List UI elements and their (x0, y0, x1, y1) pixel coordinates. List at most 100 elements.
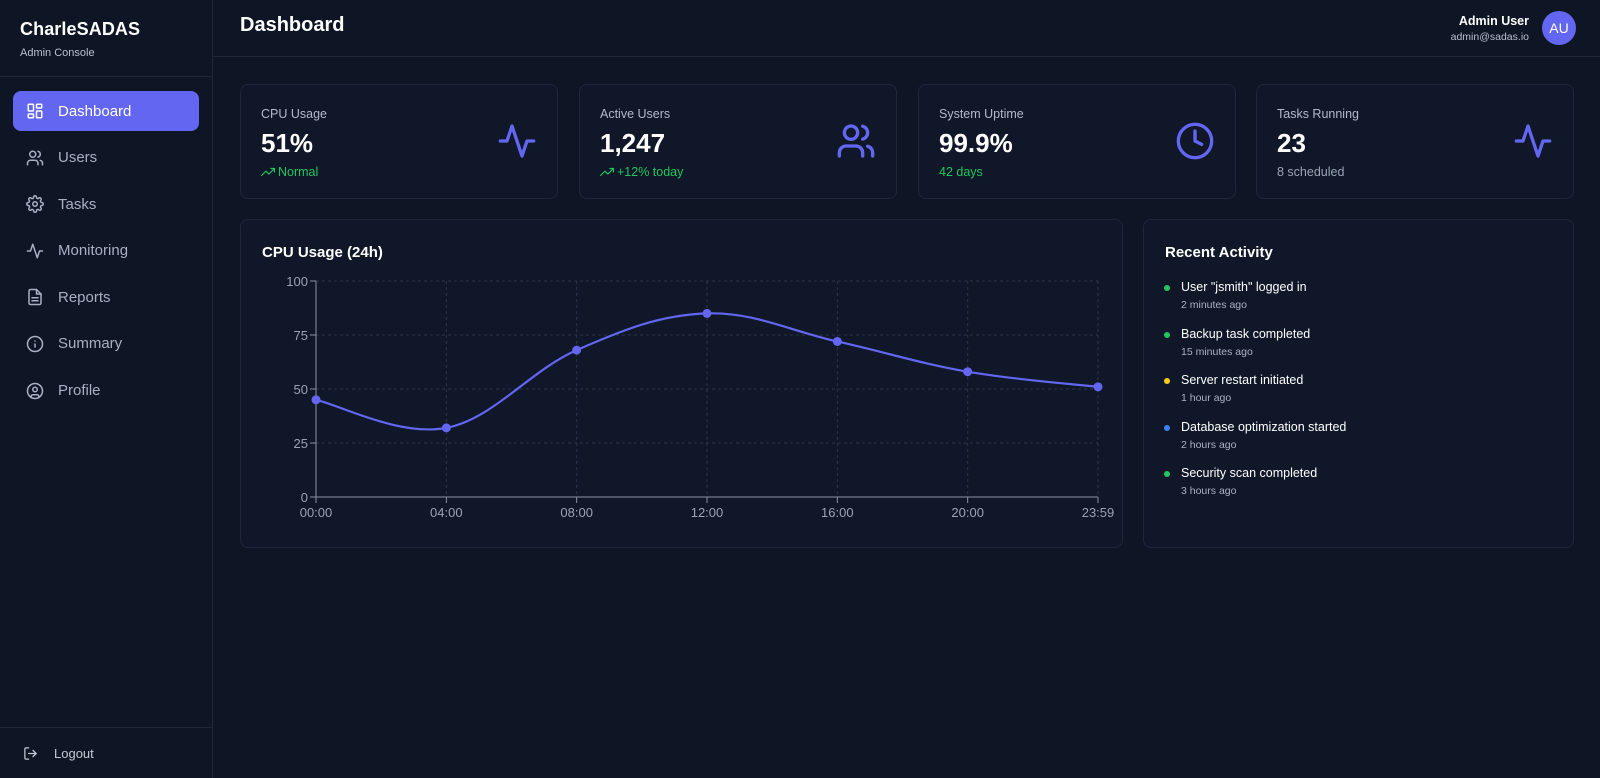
stat-label: System Uptime (939, 107, 1024, 121)
user-menu[interactable]: Admin User admin@sadas.io AU (1451, 11, 1576, 45)
document-icon (26, 288, 44, 306)
trending-up-icon (261, 165, 275, 179)
data-point (572, 345, 582, 355)
data-point (1093, 382, 1103, 392)
data-point (311, 395, 321, 405)
gear-icon (26, 195, 44, 214)
sidebar-item-label: Dashboard (58, 102, 132, 120)
users-icon (26, 149, 44, 167)
status-dot (1164, 378, 1170, 385)
sidebar: CharleSADAS Admin Console Dashboard User… (0, 0, 213, 778)
activity-text: Server restart initiated (1181, 373, 1304, 388)
activity-time: 2 hours ago (1181, 438, 1237, 451)
y-tick-label: 25 (294, 436, 308, 451)
info-icon (26, 335, 44, 353)
clock-icon (1175, 121, 1215, 161)
user-info: Admin User admin@sadas.io (1451, 14, 1529, 43)
list-item: Database optimization started 2 hours ag… (1164, 420, 1346, 467)
user-name: Admin User (1458, 13, 1529, 28)
cpu-usage-chart-card: CPU Usage (24h) 0 25 50 75 100 00:00 04:00 08:0… (240, 219, 1123, 548)
x-tick-label: 16:00 (821, 505, 854, 520)
chart-title: CPU Usage (24h) (262, 244, 383, 261)
status-dot (1164, 471, 1170, 478)
user-email: admin@sadas.io (1450, 30, 1529, 43)
sidebar-nav: Dashboard Users Tasks Monitoring Reports (0, 77, 212, 411)
list-item: Security scan completed 3 hours ago (1164, 466, 1346, 513)
stat-card-tasks-running: Tasks Running 23 8 scheduled (1256, 84, 1574, 199)
activity-text: Security scan completed (1181, 466, 1318, 481)
status-dot (1164, 331, 1170, 338)
data-point (832, 336, 842, 346)
logout-label: Logout (54, 745, 94, 761)
cpu-usage-line-chart: 0 25 50 75 100 00:00 04:00 08:00 12:00 16:00 20:00… (286, 274, 1115, 520)
sidebar-item-label: Summary (58, 335, 123, 353)
sidebar-item-reports[interactable]: Reports (13, 277, 199, 317)
activity-time: 1 hour ago (1181, 392, 1232, 405)
data-point (702, 308, 712, 318)
activity-text: Backup task completed (1181, 326, 1311, 341)
brand-title: CharleSADAS (20, 19, 141, 39)
activity-title: Recent Activity (1165, 244, 1273, 261)
stat-sub-text: +12% today (617, 165, 684, 179)
sidebar-item-users[interactable]: Users (13, 138, 199, 178)
header: Dashboard Admin User admin@sadas.io AU (213, 0, 1600, 57)
status-dot (1164, 285, 1170, 291)
sidebar-item-dashboard[interactable]: Dashboard (13, 91, 199, 131)
stat-subtext: 42 days (939, 165, 983, 179)
users-icon (836, 121, 876, 161)
sidebar-item-tasks[interactable]: Tasks (13, 184, 199, 224)
x-tick-label: 12:00 (691, 505, 724, 520)
sidebar-item-label: Reports (58, 288, 111, 306)
logout-icon (23, 746, 38, 761)
y-tick-label: 100 (286, 274, 308, 289)
stat-sub-text: Normal (278, 165, 319, 179)
x-tick-label: 08:00 (560, 505, 593, 520)
data-point (441, 423, 451, 433)
stat-value: 51% (261, 128, 314, 158)
list-item: User "jsmith" logged in 2 minutes ago (1164, 280, 1346, 327)
sidebar-item-label: Profile (58, 382, 101, 400)
list-item: Server restart initiated 1 hour ago (1164, 373, 1346, 420)
sidebar-item-label: Monitoring (58, 242, 129, 260)
stat-sub-text: 42 days (939, 165, 983, 179)
status-dot (1164, 424, 1170, 431)
y-tick-label: 0 (301, 490, 308, 505)
data-point (963, 367, 973, 377)
activity-icon (1513, 121, 1553, 161)
sidebar-item-label: Users (58, 149, 98, 167)
stat-subtext: Normal (261, 165, 318, 179)
x-tick-label: 23:59 (1082, 505, 1115, 520)
stat-card-system-uptime: System Uptime 99.9% 42 days (918, 84, 1236, 199)
list-item: Backup task completed 15 minutes ago (1164, 327, 1346, 374)
brand-subtitle: Admin Console (20, 47, 95, 59)
stat-value: 99.9% (939, 128, 1013, 158)
activity-list: User "jsmith" logged in 2 minutes ago Ba… (1164, 280, 1346, 513)
trending-up-icon (600, 165, 614, 179)
y-tick-label: 50 (294, 382, 308, 397)
stat-card-cpu: CPU Usage 51% Normal (240, 84, 558, 199)
y-tick-label: 75 (294, 328, 308, 343)
sidebar-item-profile[interactable]: Profile (13, 371, 199, 411)
activity-icon (497, 121, 537, 161)
brand: CharleSADAS Admin Console (0, 0, 212, 77)
stat-value: 23 (1277, 128, 1306, 158)
stat-label: CPU Usage (261, 107, 327, 121)
activity-icon (26, 242, 44, 260)
sidebar-item-monitoring[interactable]: Monitoring (13, 231, 199, 271)
x-tick-label: 00:00 (300, 505, 333, 520)
page-title: Dashboard (240, 14, 345, 36)
sidebar-item-summary[interactable]: Summary (13, 324, 199, 364)
x-tick-label: 04:00 (430, 505, 463, 520)
stat-label: Tasks Running (1277, 107, 1359, 121)
x-tick-label: 20:00 (951, 505, 984, 520)
sidebar-item-label: Tasks (58, 195, 97, 213)
user-circle-icon (26, 382, 44, 400)
activity-time: 3 hours ago (1181, 485, 1237, 498)
activity-text: Database optimization started (1181, 419, 1347, 434)
activity-text: User "jsmith" logged in (1181, 280, 1307, 294)
logout-button[interactable]: Logout (0, 727, 212, 778)
stat-sub-text: 8 scheduled (1277, 165, 1345, 179)
activity-time: 15 minutes ago (1181, 345, 1253, 358)
stat-value: 1,247 (600, 128, 666, 158)
avatar[interactable]: AU (1542, 11, 1576, 45)
